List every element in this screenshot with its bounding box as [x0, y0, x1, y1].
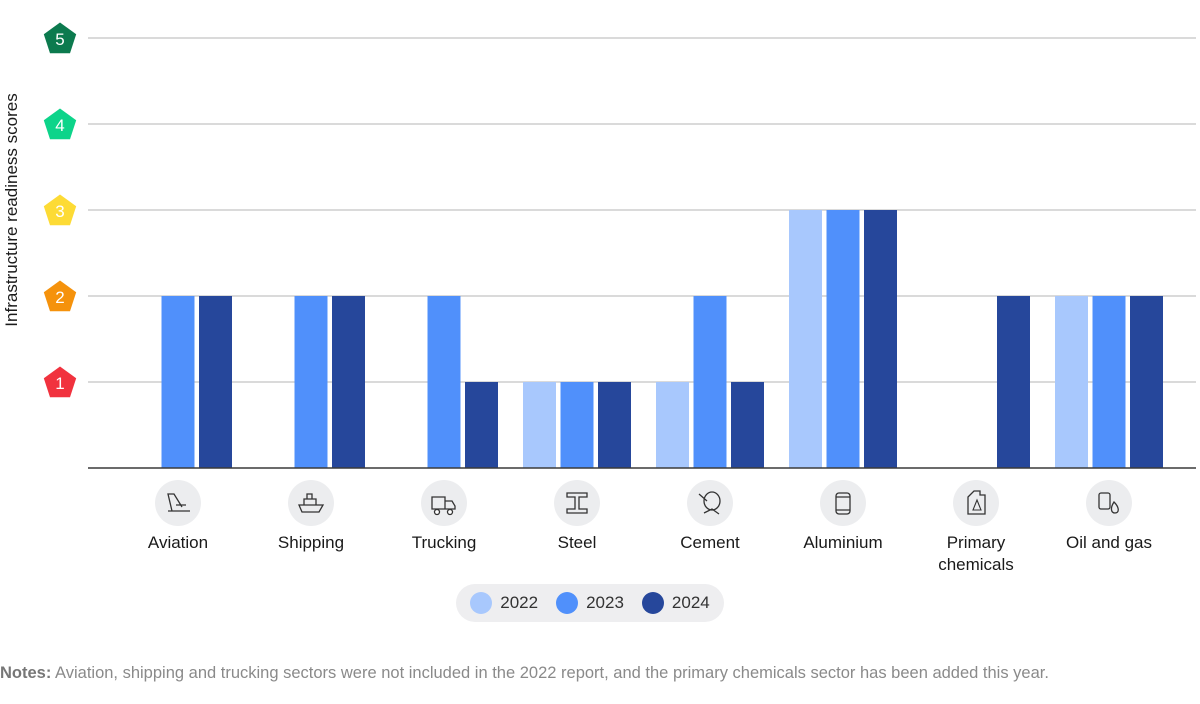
bar-shipping-2024: [332, 296, 365, 468]
y-tick-label-2: 2: [55, 288, 64, 307]
legend-item-2024[interactable]: 2024: [641, 592, 710, 614]
notes-label: Notes:: [0, 664, 52, 682]
x-tick-label-cement: Cement: [680, 533, 740, 552]
aluminium-can-icon: [820, 480, 866, 526]
x-tick-label-trucking: Trucking: [412, 533, 477, 552]
cement-mixer-icon: [687, 480, 733, 526]
bar-aviation-2024: [199, 296, 232, 468]
bar-steel-2023: [560, 382, 594, 468]
x-tick-label-steel: Steel: [558, 533, 597, 552]
ship-icon: [288, 480, 334, 526]
y-axis-label: Infrastructure readiness scores: [2, 93, 21, 326]
legend-label-2022: 2022: [500, 593, 539, 612]
x-tick-label-primary-chemicals: Primary chemicals: [938, 533, 1014, 574]
y-tick-badge-1: [43, 366, 77, 398]
y-tick-badge-4: [43, 108, 77, 140]
legend-label-2024: 2024: [671, 593, 710, 612]
legend-label-2023: 2023: [586, 593, 624, 612]
x-tick-label-aluminium: Aluminium: [803, 533, 882, 552]
legend-swatch-2022: [470, 592, 493, 614]
y-tick-label-1: 1: [55, 374, 64, 393]
bar-chart: Infrastructure readiness scores 1 2 3 4 5 Avia…: [2, 22, 1196, 574]
bar-oil-and-gas-2024: [1130, 296, 1163, 468]
legend-swatch-2024: [641, 592, 664, 614]
legend-swatch-2023: [556, 592, 579, 614]
bar-aluminium-2022: [789, 210, 822, 468]
y-tick-badge-3: [43, 194, 77, 226]
bar-primary-chemicals-2024: [997, 296, 1030, 468]
legend-item-2022[interactable]: 2022: [470, 592, 538, 614]
bar-steel-2024: [598, 382, 631, 468]
chemical-canister-icon: [953, 480, 999, 526]
bar-cement-2022: [656, 382, 689, 468]
y-tick-badge-2: [43, 280, 77, 312]
x-tick-label-oil-and-gas: Oil and gas: [1066, 533, 1152, 552]
airplane-tail-icon: [155, 480, 201, 526]
steel-beam-icon: [554, 480, 600, 526]
bar-steel-2022: [523, 382, 556, 468]
truck-icon: [421, 480, 467, 526]
y-tick-label-4: 4: [55, 116, 64, 135]
x-tick-label-shipping: Shipping: [278, 533, 344, 552]
x-tick-label-aviation: Aviation: [148, 533, 208, 552]
y-tick-label-5: 5: [55, 30, 64, 49]
bar-aluminium-2024: [864, 210, 897, 468]
bar-aluminium-2023: [826, 210, 860, 468]
oil-barrel-icon: [1086, 480, 1132, 526]
bar-trucking-2023: [427, 296, 461, 468]
bar-oil-and-gas-2023: [1092, 296, 1126, 468]
bar-oil-and-gas-2022: [1055, 296, 1088, 468]
notes-text: Aviation, shipping and trucking sectors …: [51, 664, 1049, 682]
bar-cement-2023: [693, 296, 727, 468]
bar-shipping-2023: [294, 296, 328, 468]
bar-cement-2024: [731, 382, 764, 468]
y-tick-badge-5: [43, 22, 77, 54]
bar-aviation-2023: [161, 296, 195, 468]
y-tick-label-3: 3: [55, 202, 64, 221]
chart-notes: Notes: Aviation, shipping and trucking s…: [0, 664, 1049, 683]
legend-item-2023[interactable]: 2023: [556, 592, 624, 614]
legend: 2022 2023 2024: [456, 584, 724, 622]
bar-trucking-2024: [465, 382, 498, 468]
